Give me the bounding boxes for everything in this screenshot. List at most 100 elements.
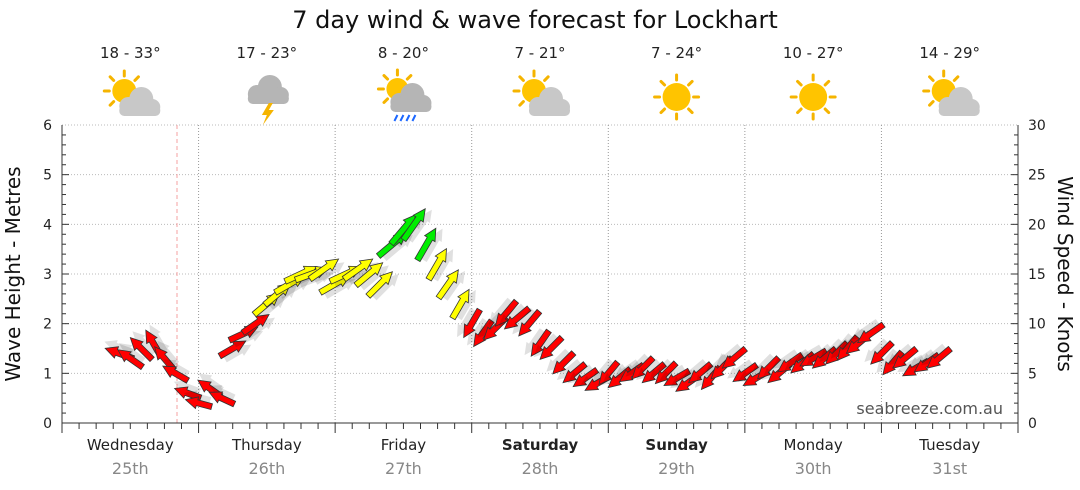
wind-arrow-shadow — [457, 307, 476, 338]
wind-arrow — [625, 353, 656, 380]
wind-arrow-shape — [425, 247, 447, 282]
wind-arrow — [524, 328, 552, 357]
wind-arrow-shadow — [421, 228, 443, 263]
wind-arrow-shape — [353, 262, 384, 289]
wind-arrow-shape — [572, 366, 600, 388]
right-tick-label: 15 — [1028, 267, 1046, 283]
wind-arrow-shadow — [198, 373, 224, 393]
left-tick-label: 4 — [43, 217, 52, 233]
wind-arrow-shadow — [407, 209, 432, 243]
wind-arrow — [771, 349, 805, 373]
rain-drop — [393, 114, 399, 122]
wind-arrow — [425, 247, 454, 282]
wind-arrow-shadow — [488, 297, 513, 325]
wind-arrow-shape — [552, 350, 577, 375]
wind-arrow — [488, 297, 520, 327]
wind-arrow-shape — [721, 345, 748, 369]
wind-arrow — [806, 343, 839, 369]
sunny-icon — [789, 73, 837, 121]
wind-arrow-shadow — [466, 318, 488, 346]
wind-arrow — [921, 343, 953, 369]
wind-arrow-shadow — [682, 359, 707, 380]
wind-arrow-shadow — [432, 249, 454, 282]
wind-arrow — [240, 313, 275, 339]
right-tick-label: 30 — [1028, 118, 1046, 134]
wind-arrow-shape — [208, 391, 237, 408]
sun-icon — [789, 73, 837, 121]
wind-arrow-shadow — [498, 303, 525, 327]
wind-arrow-shadow — [771, 349, 798, 369]
wind-arrow-shape — [463, 307, 483, 339]
wind-arrow-shadow — [556, 359, 582, 380]
wind-arrow — [162, 359, 190, 384]
day-date: 31st — [932, 459, 967, 478]
day-temp-range: 8 - 20° — [378, 44, 429, 62]
wind-arrow-shape — [631, 355, 656, 380]
wind-arrow-shape — [365, 271, 394, 299]
wind-arrow-shadow — [247, 317, 275, 339]
wind-arrow-shadow — [223, 344, 252, 363]
wind-arrow-shape — [598, 359, 621, 386]
wind-arrow-shape — [892, 345, 919, 369]
wind-arrow — [184, 390, 213, 411]
left-tick-label: 2 — [43, 317, 52, 333]
day-date: 29th — [658, 459, 695, 478]
wind-arrow — [567, 364, 600, 388]
x-axis-day-labels: Wednesday 25th Thursday 26th Friday 27th Satur… — [87, 436, 980, 478]
wind-arrow — [716, 343, 748, 369]
wind-arrow-shadow — [372, 273, 399, 301]
wind-arrow — [129, 331, 157, 363]
wind-arrow-shape — [518, 308, 543, 337]
cloud-icon — [938, 87, 980, 116]
wind-arrow-shadow — [456, 289, 476, 321]
wind-arrow-shape — [494, 298, 520, 327]
wind-arrow-shape — [926, 345, 953, 369]
chart-title: 7 day wind & wave forecast for Lockhart — [292, 6, 778, 34]
wind-arrow-shadow — [864, 338, 888, 363]
wind-arrow-shadow — [299, 271, 334, 288]
wind-arrow-shadow — [751, 353, 775, 377]
partly-cloudy-icon — [102, 69, 161, 116]
wind-arrow — [727, 359, 760, 383]
wind-arrow-shadow — [314, 262, 345, 285]
wind-arrow-shadow — [149, 324, 168, 353]
wind-arrow-shape — [503, 305, 532, 330]
wind-arrow-shape — [449, 288, 470, 321]
wind-arrow-shadow — [694, 363, 716, 388]
wind-arrow — [154, 340, 180, 373]
day-date: 28th — [522, 459, 559, 478]
wind-arrow-shadow — [579, 369, 606, 387]
wind-arrow-shadow — [279, 279, 311, 299]
wind-arrow-shape — [799, 347, 829, 367]
wind-arrow-shadow — [157, 340, 180, 366]
wind-arrow-shadow — [716, 343, 742, 366]
storm-icon — [247, 75, 289, 125]
wind-arrow-shadow — [334, 270, 368, 289]
wind-arrow-shadow — [727, 359, 753, 379]
left-tick-label: 5 — [43, 168, 52, 184]
wind-arrow — [546, 348, 577, 375]
day-temp-range: 17 - 23° — [237, 44, 298, 62]
wind-arrow-shadow — [625, 353, 649, 377]
wind-arrow — [682, 359, 714, 384]
day-temp-range: 7 - 24° — [651, 44, 702, 62]
wind-arrow-shadow — [737, 364, 765, 382]
wind-arrow-shadow — [163, 359, 190, 377]
wind-arrow-shadow — [546, 348, 570, 372]
partly-cloudy-rain-icon — [376, 68, 432, 122]
wind-arrow-shadow — [477, 313, 503, 338]
wind-arrow-shadow — [184, 390, 212, 403]
wind-arrow-shape — [184, 396, 213, 411]
wind-arrow-shadow — [636, 359, 661, 380]
wind-arrow-shadow — [876, 348, 898, 374]
wind-arrow-shape — [641, 361, 667, 384]
sunny-icon — [653, 73, 701, 121]
left-tick-label: 0 — [43, 416, 52, 432]
wind-arrow — [217, 340, 252, 363]
wind-arrow — [649, 358, 679, 385]
wind-arrow-shadow — [830, 333, 853, 359]
wind-arrow-shadow — [669, 369, 695, 389]
wind-arrow-shape — [777, 351, 805, 373]
wind-arrow-shape — [400, 208, 426, 243]
